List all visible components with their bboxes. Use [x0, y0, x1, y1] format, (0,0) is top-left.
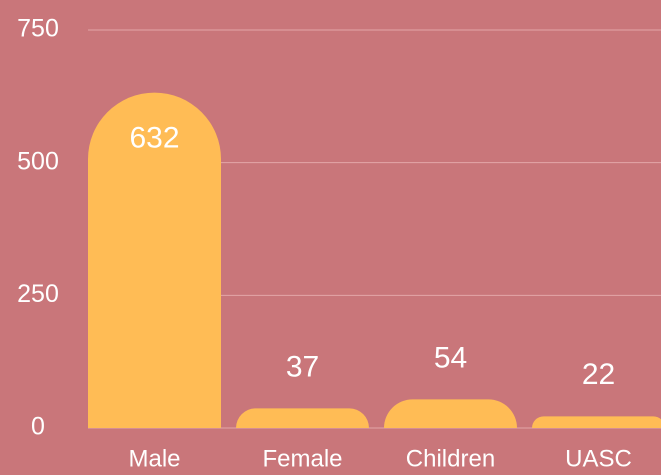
- value-label: 37: [286, 350, 319, 383]
- bar: [236, 408, 369, 428]
- x-tick-label: Male: [128, 445, 180, 472]
- bar: [384, 399, 517, 428]
- y-tick-label: 0: [31, 413, 45, 441]
- value-label: 54: [434, 341, 467, 374]
- y-tick-label: 750: [17, 15, 59, 43]
- y-tick-label: 500: [17, 147, 59, 175]
- x-tick-label: Children: [406, 445, 495, 472]
- bar: [532, 416, 661, 428]
- bar: [88, 92, 221, 429]
- x-tick-label: Female: [262, 445, 342, 472]
- value-label: 632: [129, 122, 179, 155]
- x-tick-label: UASC: [565, 445, 632, 472]
- value-label: 22: [582, 358, 615, 391]
- y-tick-label: 250: [17, 280, 59, 308]
